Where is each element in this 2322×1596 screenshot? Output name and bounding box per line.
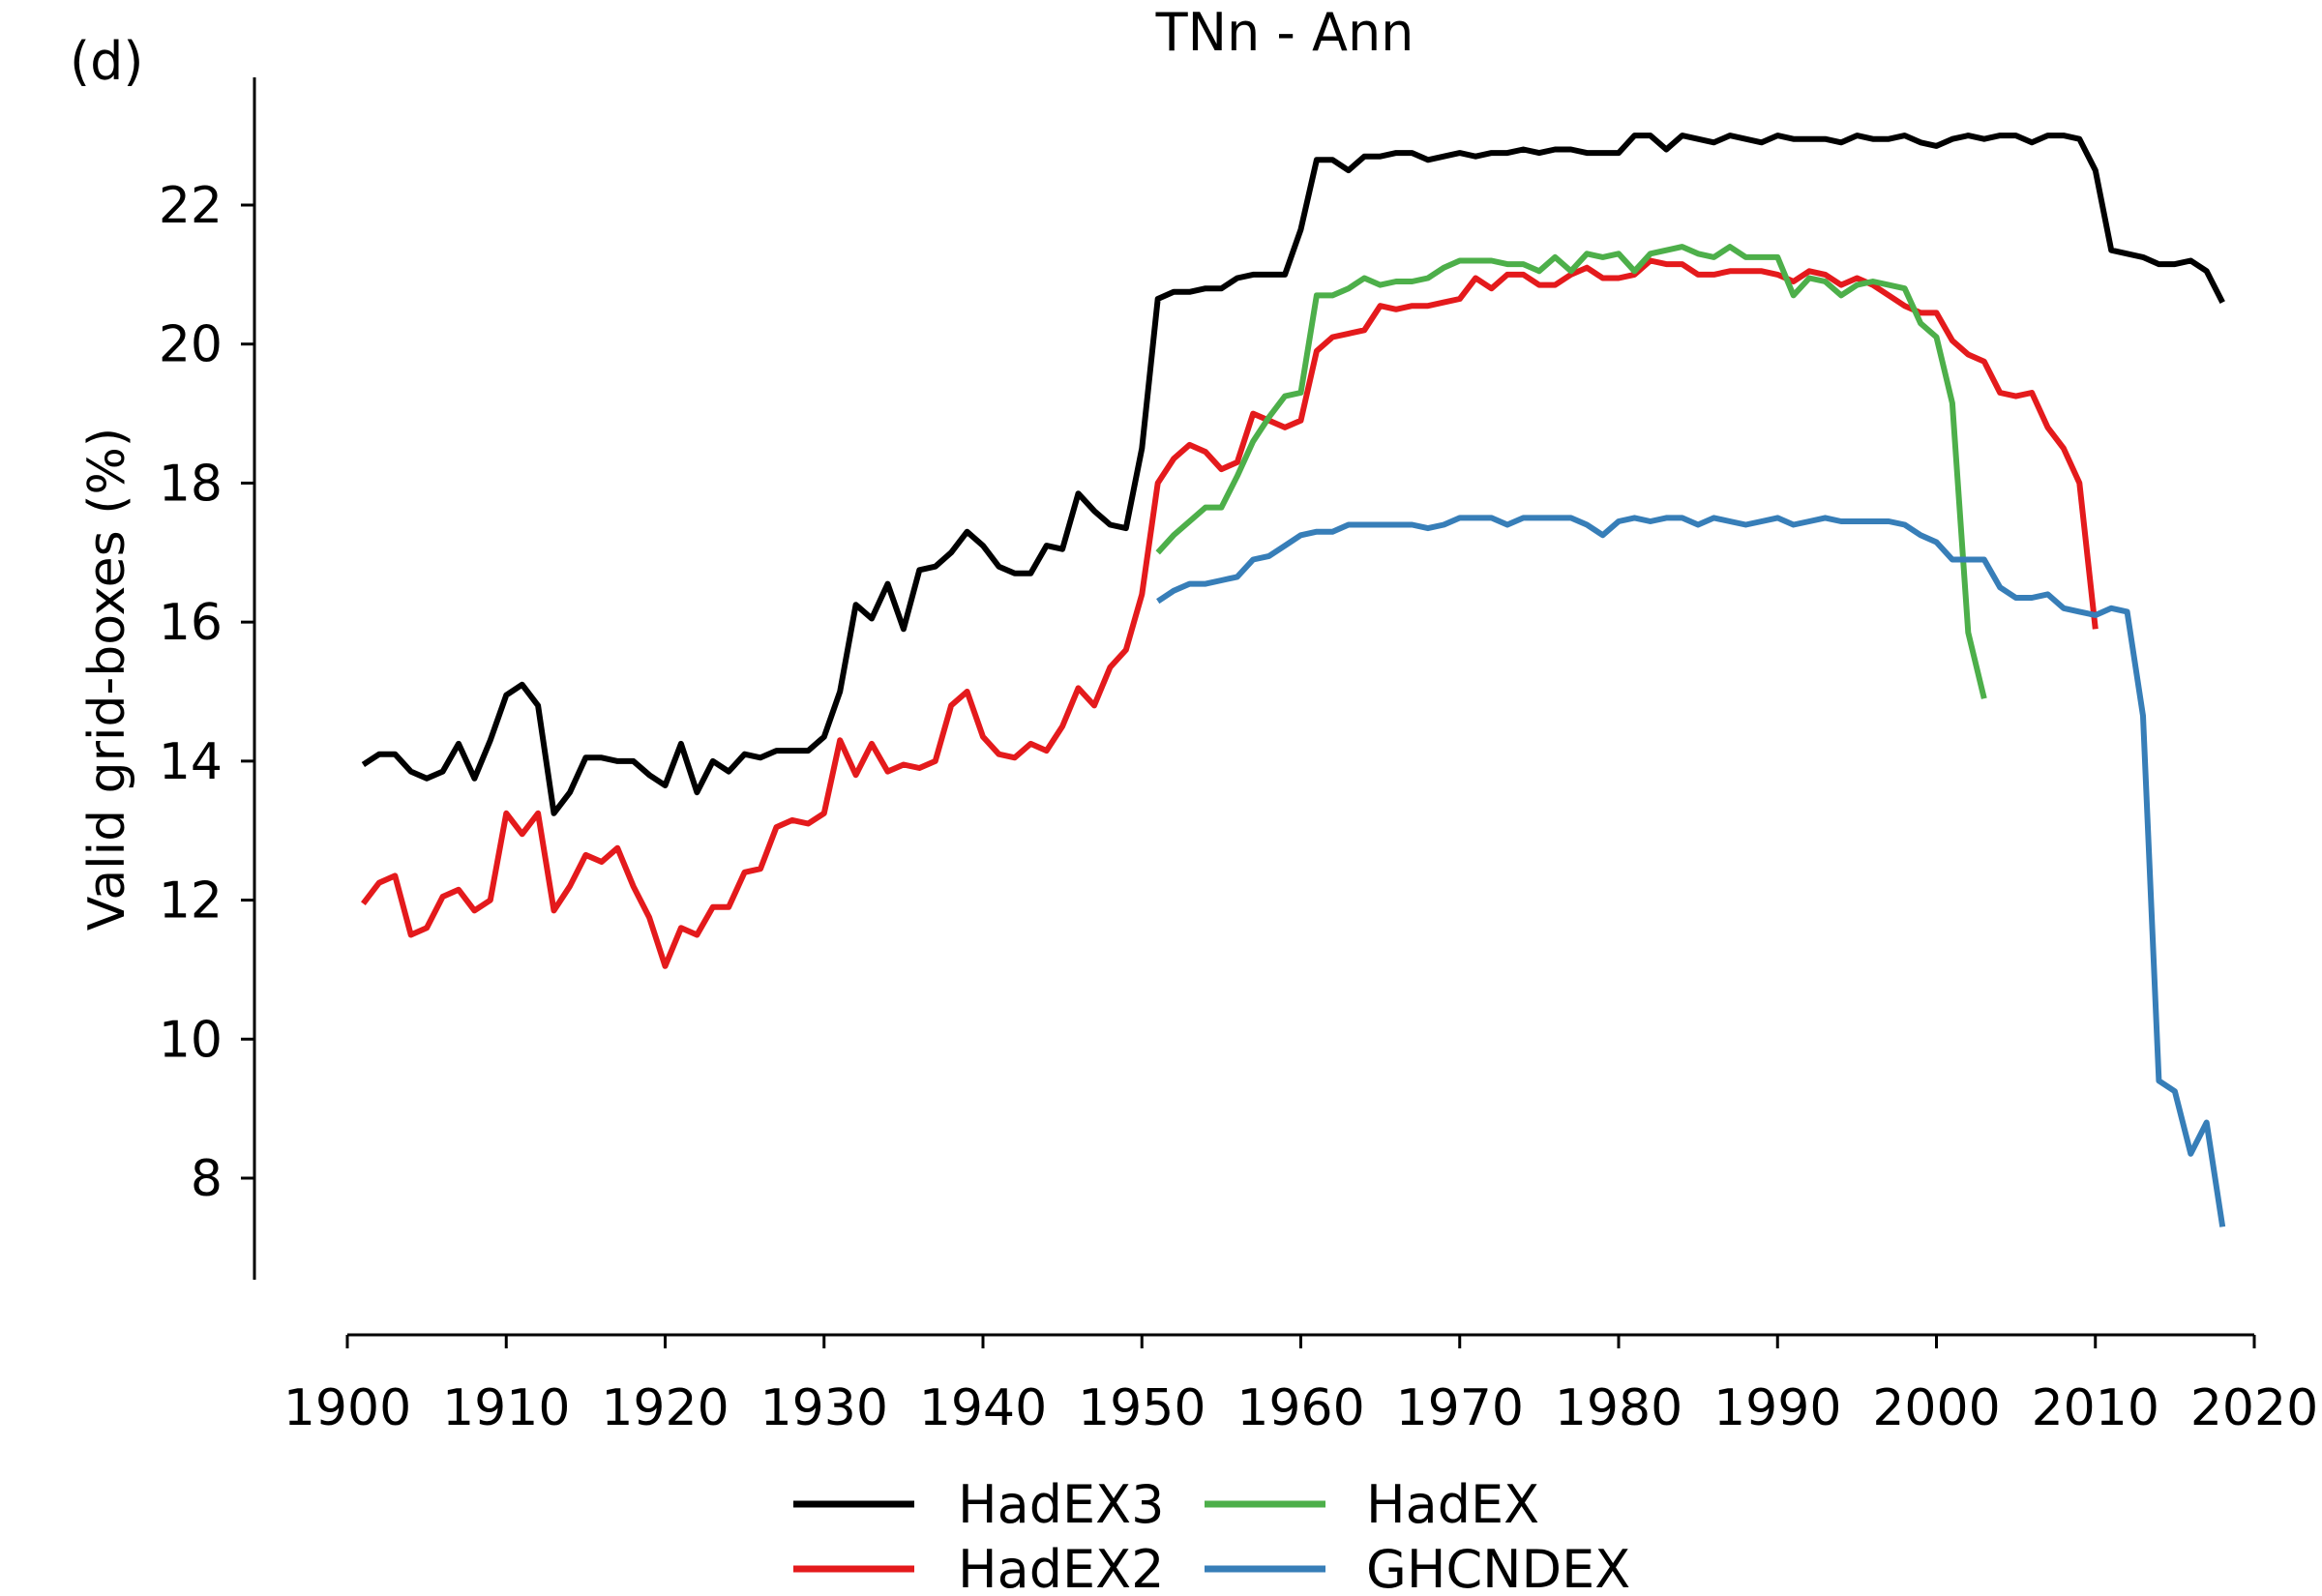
plot-area (361, 133, 2226, 1227)
x-tick-label: 1990 (1713, 1379, 1841, 1437)
x-tick-label: 1960 (1236, 1379, 1364, 1437)
y-tick-label: 22 (159, 177, 223, 235)
y-axis-ticks: 8 10 12 14 16 18 20 22 (159, 177, 254, 1208)
x-tick-label: 1900 (283, 1379, 411, 1437)
x-tick-label: 1920 (601, 1379, 729, 1437)
x-tick-label: 1980 (1555, 1379, 1682, 1437)
legend-label-ghcndex: GHCNDEX (1366, 1539, 1630, 1596)
x-tick-label: 2020 (2190, 1379, 2318, 1437)
y-tick-label: 20 (159, 316, 223, 374)
series-line-hadex2 (361, 257, 2099, 969)
y-tick-label: 18 (159, 455, 223, 513)
legend-label-hadex3: HadEX3 (958, 1474, 1164, 1535)
x-tick-label: 2000 (1872, 1379, 2000, 1437)
x-tick-label: 1950 (1078, 1379, 1206, 1437)
y-tick-label: 16 (159, 594, 223, 652)
series-line-hadex3 (361, 133, 2225, 816)
legend-label-hadex: HadEX (1366, 1474, 1539, 1535)
chart-title: TNn - Ann (1155, 2, 1414, 63)
y-tick-label: 8 (191, 1150, 223, 1208)
x-tick-label: 1910 (442, 1379, 570, 1437)
x-tick-label: 1930 (760, 1379, 888, 1437)
y-tick-label: 10 (159, 1011, 223, 1069)
series-line-hadex (1155, 244, 1987, 699)
legend-label-hadex2: HadEX2 (958, 1539, 1164, 1596)
x-axis-ticks: 1900 1910 1920 1930 1940 1950 1960 1970 1980 1990… (283, 1335, 2318, 1437)
y-tick-label: 12 (159, 872, 223, 931)
x-tick-label: 1940 (919, 1379, 1047, 1437)
x-tick-label: 2010 (2032, 1379, 2159, 1437)
x-tick-label: 1970 (1396, 1379, 1524, 1437)
series-line-ghcndex (1156, 515, 2226, 1227)
y-tick-label: 14 (159, 733, 223, 791)
panel-label: (d) (70, 31, 143, 92)
y-axis-title: Valid grid-boxes (%) (78, 428, 136, 931)
